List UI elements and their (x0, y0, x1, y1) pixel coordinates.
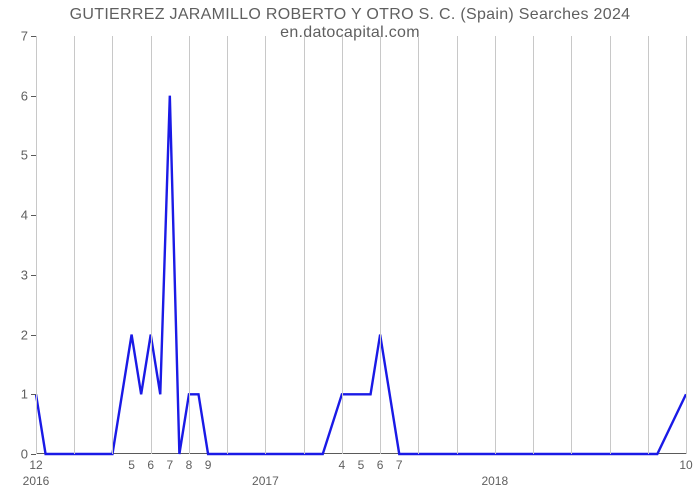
gridline-v (189, 36, 190, 454)
gridline-v (648, 36, 649, 454)
x-tick-year-label: 2018 (481, 474, 508, 488)
y-tick-label: 7 (21, 29, 28, 44)
y-tick-mark (31, 394, 36, 395)
x-tick-month-label: 4 (339, 458, 346, 472)
x-tick-month-label: 7 (166, 458, 173, 472)
x-tick-year-label: 2017 (252, 474, 279, 488)
x-tick-month-label: 8 (186, 458, 193, 472)
x-tick-month-label: 5 (358, 458, 365, 472)
y-tick-label: 5 (21, 148, 28, 163)
y-tick-mark (31, 335, 36, 336)
chart-container: GUTIERREZ JARAMILLO ROBERTO Y OTRO S. C.… (0, 0, 700, 500)
x-tick-month-label: 9 (205, 458, 212, 472)
gridline-v (342, 36, 343, 454)
y-tick-label: 3 (21, 267, 28, 282)
searches-line (36, 96, 686, 454)
x-tick-month-label: 5 (128, 458, 135, 472)
x-tick-year-label: 2016 (23, 474, 50, 488)
gridline-v (74, 36, 75, 454)
y-tick-label: 6 (21, 88, 28, 103)
gridline-v (686, 36, 687, 454)
y-tick-mark (31, 275, 36, 276)
gridline-v (112, 36, 113, 454)
y-tick-mark (31, 215, 36, 216)
y-tick-label: 0 (21, 447, 28, 462)
gridline-v (571, 36, 572, 454)
x-tick-month-label: 6 (147, 458, 154, 472)
x-tick-month-label: 12 (29, 458, 42, 472)
gridline-v (495, 36, 496, 454)
gridline-v (227, 36, 228, 454)
gridline-v (36, 36, 37, 454)
x-tick-month-label: 7 (396, 458, 403, 472)
y-tick-mark (31, 155, 36, 156)
gridline-v (265, 36, 266, 454)
x-tick-month-label: 10 (679, 458, 692, 472)
gridline-v (304, 36, 305, 454)
plot-area: 012345671256789456710201620172018 (36, 36, 686, 454)
y-tick-mark (31, 454, 36, 455)
y-tick-label: 4 (21, 208, 28, 223)
y-tick-mark (31, 36, 36, 37)
x-tick-month-label: 6 (377, 458, 384, 472)
gridline-v (380, 36, 381, 454)
gridline-v (610, 36, 611, 454)
gridline-v (457, 36, 458, 454)
gridline-v (151, 36, 152, 454)
gridline-v (418, 36, 419, 454)
line-layer (36, 36, 686, 454)
y-tick-label: 1 (21, 387, 28, 402)
y-tick-mark (31, 96, 36, 97)
y-tick-label: 2 (21, 327, 28, 342)
gridline-v (533, 36, 534, 454)
